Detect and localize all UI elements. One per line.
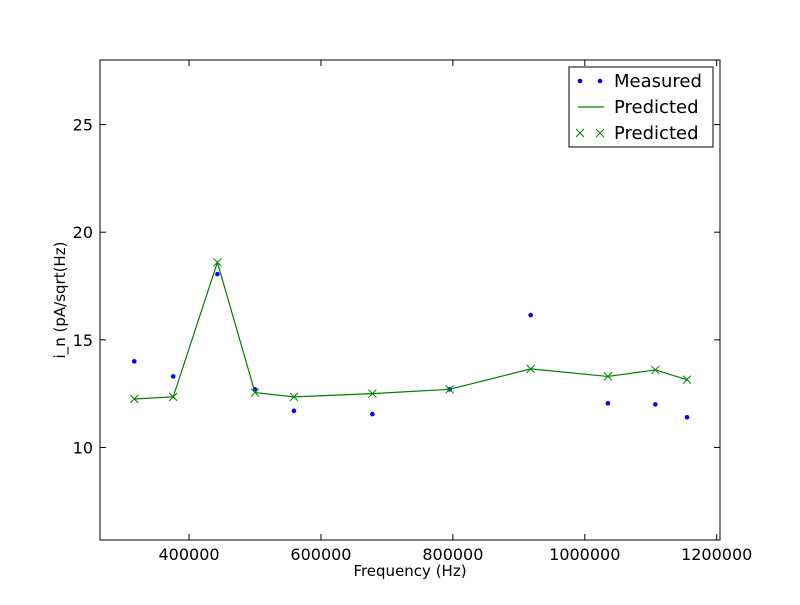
data-point-measured xyxy=(684,415,690,420)
data-point-measured xyxy=(653,402,658,407)
legend-label-measured: Measured xyxy=(614,71,702,92)
data-point-predicted-x xyxy=(250,388,260,397)
x-tick-label: 800000 xyxy=(422,545,483,564)
x-axis-label: Frequency (Hz) xyxy=(353,562,466,580)
legend-measured-marker xyxy=(597,78,603,84)
data-point-measured xyxy=(291,408,297,414)
data-point-predicted-x xyxy=(213,257,222,267)
legend-predicted-x-marker xyxy=(595,128,605,138)
x-tick-label: 1000000 xyxy=(549,545,620,564)
data-point-predicted-x xyxy=(445,384,454,394)
data-point-predicted-x xyxy=(651,365,660,375)
data-point-predicted-x xyxy=(603,372,613,381)
data-point-measured xyxy=(215,271,220,277)
y-tick-label: 10 xyxy=(73,438,93,457)
y-tick-label: 25 xyxy=(73,116,93,135)
data-point-predicted-x xyxy=(526,364,536,374)
x-tick-label: 1200000 xyxy=(681,545,752,564)
data-point-predicted-x xyxy=(682,375,692,384)
legend: Measured Predicted Predicted xyxy=(568,66,714,148)
x-tick-label: 400000 xyxy=(159,545,220,564)
data-point-measured xyxy=(170,374,176,379)
data-point-predicted-x xyxy=(168,392,178,402)
legend-label-predicted-markers: Predicted xyxy=(614,123,699,144)
data-point-measured xyxy=(370,411,375,417)
legend-predicted-x-marker xyxy=(575,128,585,138)
data-point-measured xyxy=(605,401,611,406)
x-tick-label: 600000 xyxy=(290,545,351,564)
y-axis-label: i_n (pA/sqrt(Hz) xyxy=(51,242,70,359)
data-point-predicted-x xyxy=(289,392,299,402)
y-tick-label: 20 xyxy=(73,223,93,242)
legend-label-predicted-line: Predicted xyxy=(614,97,699,118)
legend-measured-marker xyxy=(577,78,583,84)
ticks-layer: 400000 600000 800000 1000000 1200000 10 15 20 25 xyxy=(73,60,752,564)
series-layer xyxy=(129,257,692,420)
data-point-predicted-x xyxy=(129,394,139,404)
y-tick-label: 15 xyxy=(73,331,93,350)
data-point-predicted-x xyxy=(368,389,377,398)
data-point-measured xyxy=(131,359,137,364)
data-point-measured xyxy=(528,312,534,318)
plot-frame xyxy=(99,59,721,541)
